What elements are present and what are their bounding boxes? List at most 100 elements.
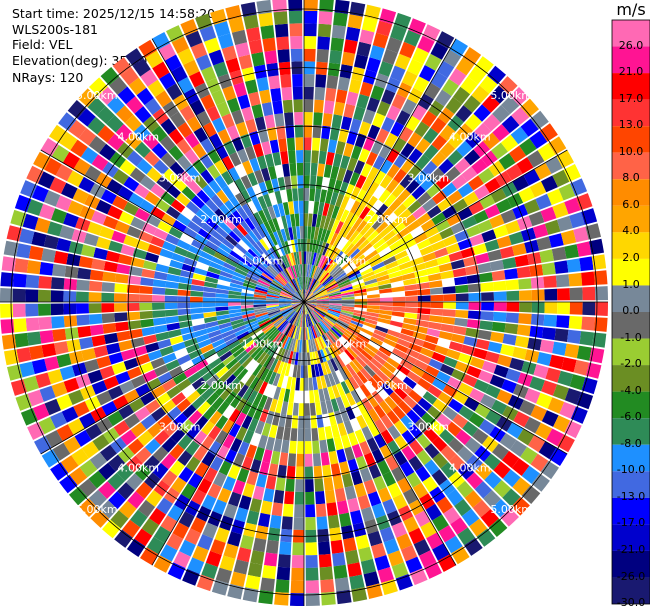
velocity-gate — [309, 313, 316, 326]
velocity-gate — [27, 389, 44, 407]
velocity-gate — [464, 149, 481, 166]
velocity-gate — [264, 179, 274, 194]
velocity-gate — [325, 283, 338, 291]
velocity-gate — [355, 189, 367, 203]
velocity-gate — [243, 429, 255, 444]
velocity-gate — [295, 466, 304, 480]
velocity-gate — [222, 476, 236, 492]
velocity-gate — [130, 257, 145, 268]
velocity-gate — [313, 201, 320, 215]
velocity-gate — [487, 65, 506, 85]
velocity-gate — [268, 264, 279, 276]
velocity-gate — [519, 399, 536, 416]
velocity-gate — [377, 460, 391, 476]
velocity-gate — [343, 537, 357, 552]
velocity-gate — [330, 463, 341, 477]
velocity-gate — [385, 455, 399, 471]
velocity-gate — [447, 149, 464, 166]
velocity-gate — [145, 342, 160, 353]
velocity-gate — [369, 234, 383, 246]
velocity-gate — [294, 491, 304, 505]
velocity-gate — [381, 116, 395, 133]
velocity-gate — [159, 135, 176, 152]
velocity-gate — [325, 314, 337, 323]
velocity-gate — [266, 303, 279, 306]
velocity-gate — [26, 199, 44, 216]
velocity-gate — [268, 329, 279, 340]
velocity-gate — [51, 144, 70, 163]
velocity-gate — [138, 39, 157, 58]
velocity-gate — [455, 302, 469, 310]
velocity-gate — [549, 354, 565, 370]
velocity-gate — [309, 188, 316, 202]
velocity-gate — [262, 449, 273, 464]
velocity-gate — [146, 536, 165, 555]
velocity-gate — [413, 539, 431, 556]
velocity-gate — [194, 328, 208, 338]
velocity-gate — [242, 160, 254, 175]
velocity-gate — [493, 224, 509, 239]
velocity-gate — [290, 428, 298, 442]
velocity-gate — [354, 304, 368, 309]
velocity-gate — [403, 278, 417, 286]
velocity-gate — [438, 262, 453, 273]
velocity-gate — [181, 263, 196, 273]
velocity-gate — [143, 455, 160, 472]
velocity-gate — [414, 269, 428, 278]
velocity-gate — [279, 295, 292, 300]
velocity-gate — [266, 294, 280, 298]
velocity-gate — [304, 187, 310, 201]
velocity-gate — [304, 302, 316, 307]
velocity-gate — [305, 479, 314, 492]
range-ring-label: 4.00km — [117, 462, 159, 475]
elevation-label: Elevation(deg): 35.00 — [12, 53, 148, 68]
velocity-gate — [253, 299, 266, 302]
velocity-gate — [501, 115, 520, 134]
velocity-gate — [316, 302, 330, 305]
velocity-gate — [215, 306, 229, 312]
velocity-gate — [514, 335, 530, 348]
velocity-gate — [475, 252, 490, 264]
velocity-gate — [391, 311, 405, 318]
velocity-gate — [520, 118, 539, 137]
velocity-gate — [399, 174, 414, 189]
velocity-gate — [203, 281, 218, 289]
velocity-gate — [399, 126, 414, 142]
velocity-gate — [176, 155, 192, 171]
velocity-gate — [254, 289, 268, 295]
velocity-gate — [567, 329, 582, 344]
velocity-gate — [566, 258, 581, 273]
velocity-gate — [501, 96, 520, 115]
velocity-gate — [443, 507, 461, 525]
velocity-gate — [319, 255, 327, 268]
velocity-gate — [347, 562, 362, 577]
velocity-gate — [336, 355, 346, 368]
velocity-gate — [215, 430, 228, 445]
velocity-gate — [202, 302, 216, 308]
velocity-gate — [296, 251, 300, 265]
velocity-gate — [326, 313, 338, 321]
velocity-gate — [327, 262, 338, 274]
velocity-gate — [452, 198, 468, 213]
velocity-gate — [300, 302, 304, 315]
velocity-gate — [206, 392, 220, 406]
velocity-gate — [273, 317, 285, 326]
velocity-gate — [240, 189, 252, 204]
velocity-gate — [390, 65, 406, 82]
velocity-gate — [237, 468, 250, 483]
velocity-gate — [292, 188, 299, 202]
velocity-gate — [126, 303, 140, 312]
velocity-gate — [207, 164, 221, 179]
velocity-gate — [336, 167, 347, 182]
velocity-gate — [10, 209, 27, 227]
velocity-gate — [361, 17, 378, 33]
velocity-gate — [242, 339, 255, 350]
range-ring-label: 5.00km — [490, 89, 532, 102]
velocity-gate — [386, 37, 403, 54]
velocity-gate — [181, 483, 197, 500]
velocity-gate — [430, 42, 449, 60]
velocity-gate — [493, 302, 507, 312]
velocity-gate — [281, 87, 293, 101]
velocity-gate — [341, 294, 355, 298]
velocity-gate — [197, 228, 212, 240]
